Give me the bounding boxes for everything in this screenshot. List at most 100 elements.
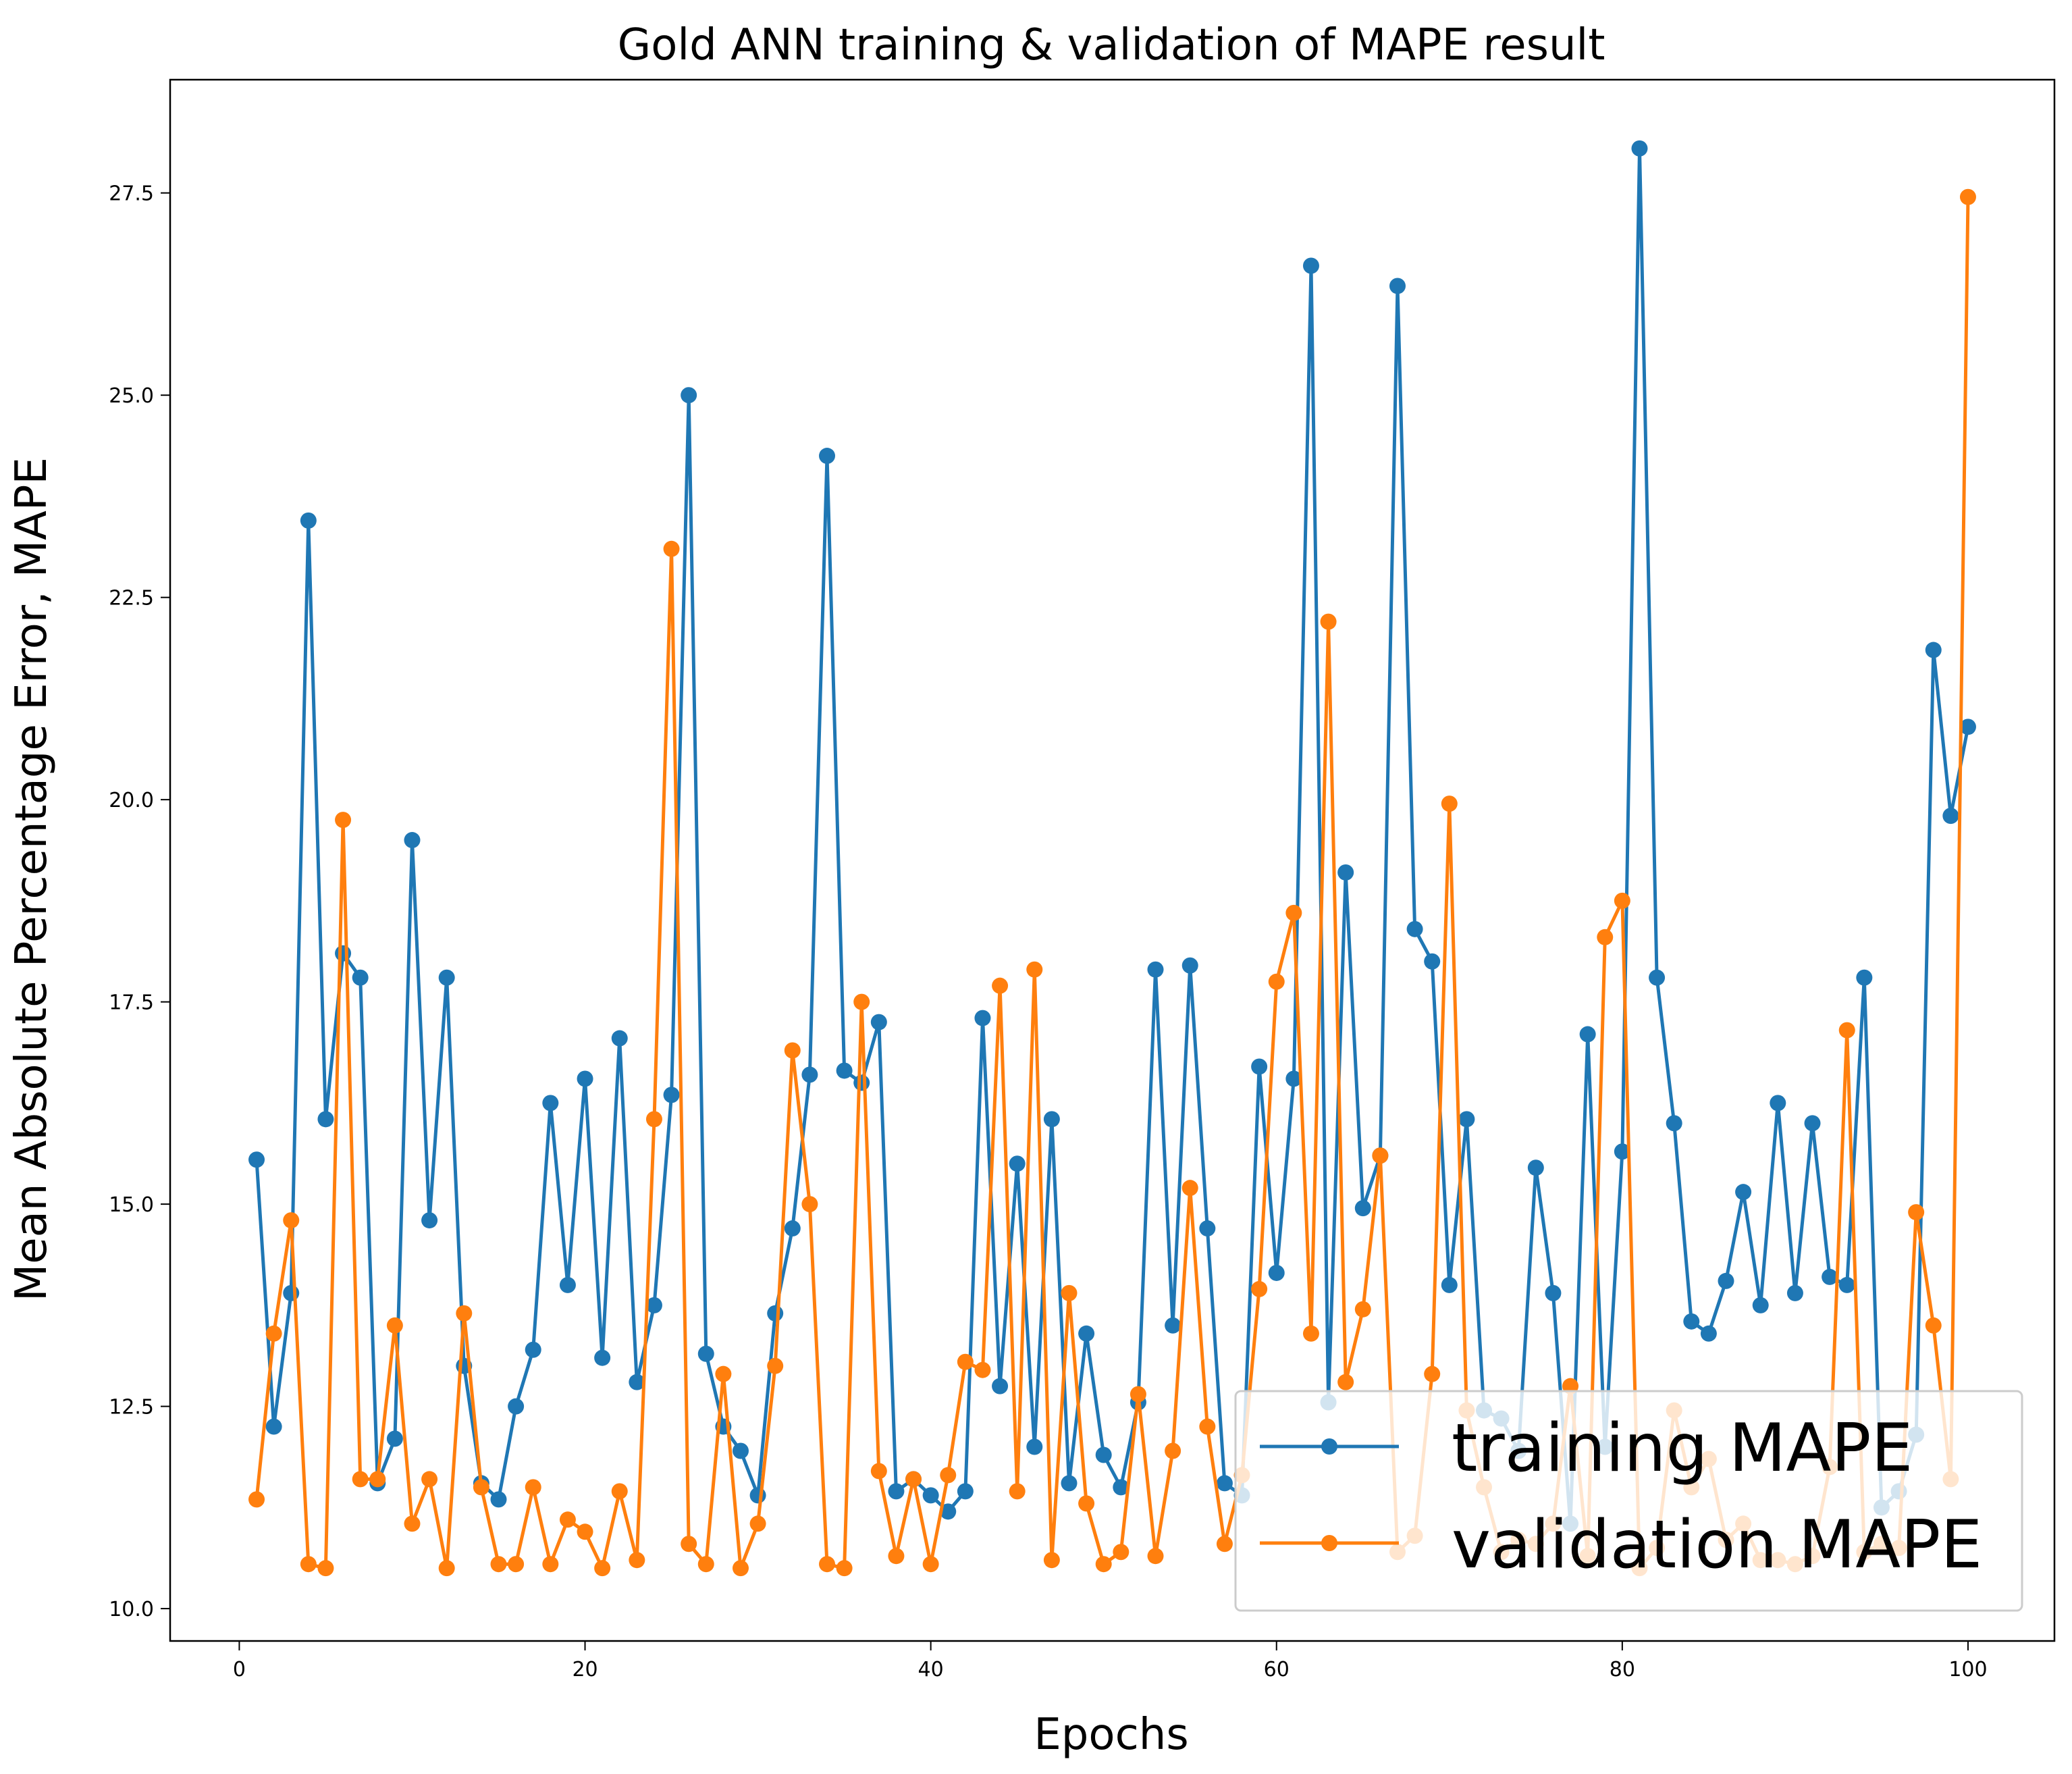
series-1-point [1959, 188, 1976, 205]
series-1-point [992, 977, 1009, 994]
series-1-point [749, 1515, 766, 1532]
series-1-point [1130, 1386, 1146, 1403]
series-1-point [1009, 1483, 1026, 1500]
series-0-point [1389, 278, 1406, 294]
series-1-point [1026, 961, 1043, 978]
series-1-point [1337, 1374, 1354, 1390]
series-1-point [629, 1552, 645, 1569]
series-0-point [1043, 1111, 1060, 1128]
series-1-point [957, 1353, 974, 1370]
series-1-point [663, 540, 680, 557]
series-0-point [1527, 1159, 1544, 1176]
series-0-point [801, 1066, 818, 1083]
series-1-point [905, 1471, 922, 1488]
series-1-point [681, 1536, 697, 1553]
series-1-point [697, 1556, 714, 1573]
series-1-point [1285, 904, 1302, 921]
series-0-point [1804, 1115, 1821, 1132]
series-1-point [473, 1479, 489, 1496]
y-tick-label: 27.5 [109, 182, 154, 206]
series-0-point [1199, 1220, 1216, 1237]
series-1-point [784, 1042, 801, 1059]
series-1-point [1043, 1552, 1060, 1569]
series-0-point [1026, 1438, 1043, 1455]
series-0-point [870, 1014, 887, 1031]
series-0-point [490, 1491, 507, 1508]
series-0-point [1718, 1272, 1734, 1289]
series-0-point [1770, 1095, 1786, 1112]
series-0-point [836, 1062, 853, 1079]
series-1-point [974, 1361, 991, 1378]
series-0-point [283, 1284, 300, 1301]
series-0-point [629, 1374, 645, 1390]
x-tick-label: 100 [1948, 1658, 1987, 1681]
series-1-point [732, 1560, 749, 1577]
series-0-point [732, 1442, 749, 1459]
series-1-point [1078, 1495, 1095, 1512]
series-0-point [300, 512, 317, 529]
legend-box [1234, 1390, 2023, 1612]
series-0-point [1925, 642, 1942, 658]
series-0-point [1752, 1297, 1769, 1313]
series-1-point [1614, 892, 1630, 909]
series-0-point [645, 1297, 662, 1313]
series-1-point [265, 1325, 282, 1342]
series-1-point [559, 1511, 576, 1528]
series-0-point [1424, 953, 1441, 970]
series-0-point [1822, 1268, 1838, 1285]
series-1-point [940, 1467, 957, 1484]
series-1-point [369, 1471, 386, 1488]
series-0-point [1251, 1058, 1268, 1075]
series-0-point [1545, 1284, 1562, 1301]
series-0-point [508, 1398, 525, 1415]
y-tick-label: 15.0 [109, 1193, 154, 1217]
series-0-point [1268, 1264, 1285, 1281]
series-1-point [1354, 1301, 1371, 1318]
series-0-point [1113, 1479, 1130, 1496]
series-1-point [352, 1471, 369, 1488]
series-1-point [922, 1556, 939, 1573]
series-1-point [870, 1463, 887, 1480]
series-0-point [940, 1503, 957, 1520]
series-0-point [1614, 1143, 1630, 1160]
series-1-point [836, 1560, 853, 1577]
series-1-point [853, 993, 870, 1010]
series-1-point [386, 1317, 403, 1334]
series-1-point [1165, 1442, 1181, 1459]
series-1-point [1251, 1280, 1268, 1297]
series-1-point [300, 1556, 317, 1573]
series-0-point [1649, 969, 1666, 986]
series-0-point [1337, 864, 1354, 881]
series-0-point [1009, 1155, 1026, 1172]
series-0-point [1942, 808, 1959, 825]
series-0-point [1147, 961, 1164, 978]
series-0-point [819, 448, 836, 465]
series-0-point [1683, 1313, 1700, 1330]
series-1-point [283, 1212, 300, 1229]
series-1-point [767, 1357, 784, 1374]
series-0-point [438, 969, 455, 986]
legend-marker-0 [1321, 1438, 1337, 1455]
series-0-point [1856, 969, 1873, 986]
series-0-point [1216, 1475, 1233, 1492]
x-tick-label: 0 [233, 1658, 246, 1681]
y-tick-label: 25.0 [109, 384, 154, 408]
plot-area: 0 20 40 60 80 100 10.0 12.5 15.0 17.5 20.0 22.5 25.0… [109, 78, 2056, 1681]
series-0-point [1458, 1111, 1475, 1128]
series-0-point [888, 1483, 905, 1500]
series-1-point [1113, 1544, 1130, 1561]
legend-label-0: training MAPE [1452, 1410, 1913, 1487]
series-1-point [819, 1556, 836, 1573]
series-1-point [508, 1556, 525, 1573]
series-1-point [715, 1365, 732, 1382]
series-0-point [853, 1074, 870, 1091]
y-tick-label: 20.0 [109, 789, 154, 812]
series-0-point [767, 1305, 784, 1322]
series-0-point [784, 1220, 801, 1237]
series-0-point [1078, 1325, 1095, 1342]
series-line-0 [255, 147, 1970, 1525]
series-0-point [317, 1111, 334, 1128]
series-1-point [490, 1556, 507, 1573]
series-1-point [1061, 1284, 1078, 1301]
series-0-point [265, 1418, 282, 1435]
